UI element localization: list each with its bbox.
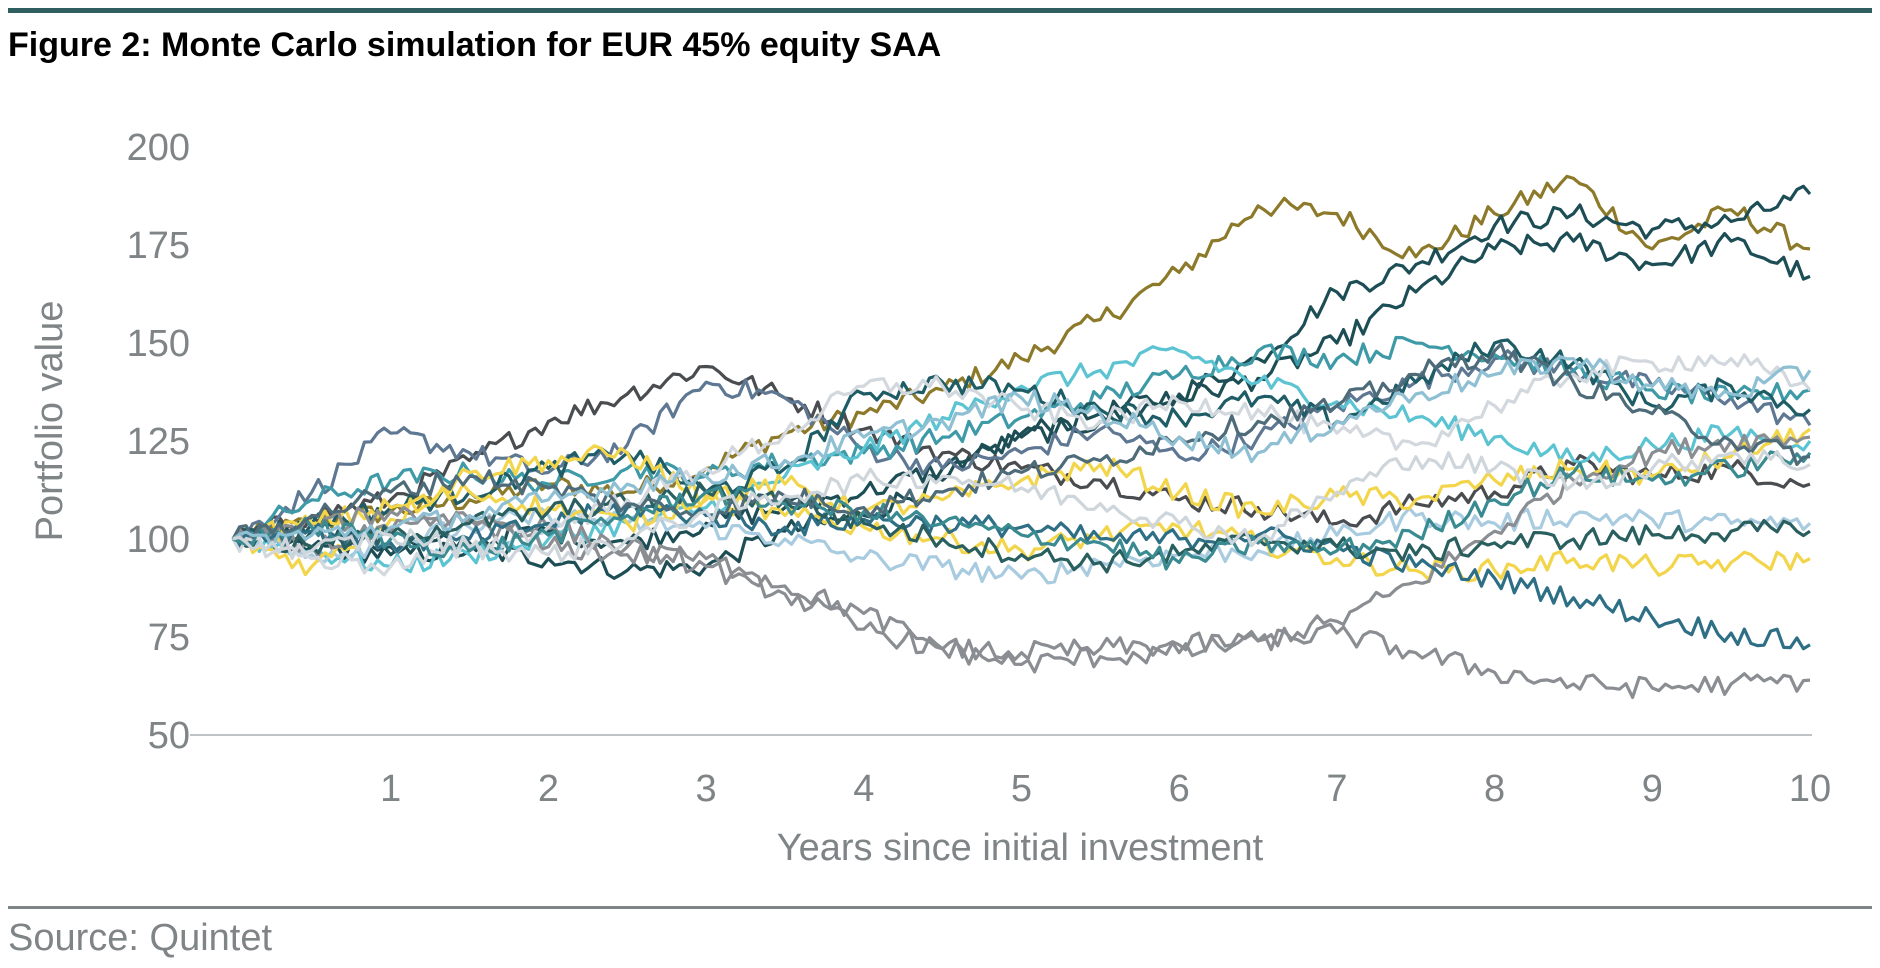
series-line-18 xyxy=(231,342,1811,540)
source-note: Source: Quintet xyxy=(8,917,273,959)
x-tick-label: 7 xyxy=(1326,768,1347,810)
series-line-7 xyxy=(232,345,1812,574)
series-line-13 xyxy=(231,433,1811,662)
x-axis-title: Years since initial investment xyxy=(777,827,1264,869)
y-tick-label: 50 xyxy=(148,715,190,757)
x-tick-labels: 1 2 3 4 5 6 7 8 9 10 xyxy=(380,768,1831,810)
series-line-10 xyxy=(232,444,1811,583)
series-line-16 xyxy=(231,353,1812,577)
y-tick-label: 75 xyxy=(148,617,190,659)
y-tick-label: 200 xyxy=(127,127,190,169)
y-tick-label: 175 xyxy=(127,225,190,267)
series-line-14 xyxy=(231,502,1811,651)
y-tick-label: 100 xyxy=(127,519,190,561)
y-tick-label: 150 xyxy=(127,323,190,365)
series-line-6 xyxy=(232,335,1811,544)
y-tick-label: 125 xyxy=(127,421,190,463)
x-tick-label: 8 xyxy=(1484,768,1505,810)
y-axis-title: Portfolio value xyxy=(29,301,71,542)
series-lines xyxy=(231,174,1812,700)
x-tick-label: 5 xyxy=(1011,768,1032,810)
x-tick-label: 9 xyxy=(1642,768,1663,810)
series-line-3 xyxy=(231,231,1811,555)
x-tick-label: 1 xyxy=(380,768,401,810)
bottom-rule xyxy=(8,906,1872,909)
y-tick-labels: 50 75 100 125 150 175 200 xyxy=(127,127,190,757)
x-tick-label: 10 xyxy=(1789,768,1831,810)
series-line-11 xyxy=(231,427,1811,547)
series-line-5 xyxy=(231,349,1812,540)
top-rule xyxy=(8,8,1872,13)
x-tick-label: 2 xyxy=(538,768,559,810)
series-line-19 xyxy=(232,355,1812,548)
x-tick-label: 6 xyxy=(1169,768,1190,810)
series-line-20 xyxy=(232,449,1811,563)
x-tick-label: 4 xyxy=(853,768,874,810)
x-tick-label: 3 xyxy=(696,768,717,810)
series-line-2 xyxy=(231,184,1812,580)
figure-title: Figure 2: Monte Carlo simulation for EUR… xyxy=(8,26,942,64)
